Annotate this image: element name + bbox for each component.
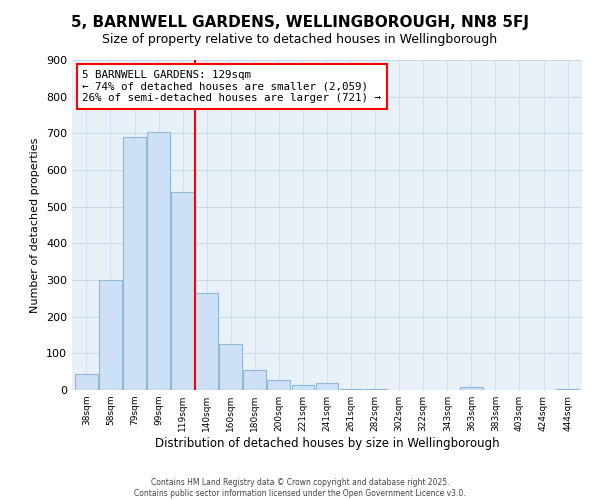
- Y-axis label: Number of detached properties: Number of detached properties: [31, 138, 40, 312]
- Bar: [123, 137, 146, 390]
- Bar: [340, 389, 362, 390]
- X-axis label: Distribution of detached houses by size in Wellingborough: Distribution of detached houses by size …: [155, 437, 499, 450]
- Bar: [460, 387, 483, 390]
- Bar: [99, 280, 122, 390]
- Bar: [292, 384, 314, 390]
- Bar: [316, 384, 338, 390]
- Text: 5 BARNWELL GARDENS: 129sqm
← 74% of detached houses are smaller (2,059)
26% of s: 5 BARNWELL GARDENS: 129sqm ← 74% of deta…: [82, 70, 381, 103]
- Bar: [75, 374, 98, 390]
- Text: Size of property relative to detached houses in Wellingborough: Size of property relative to detached ho…: [103, 32, 497, 46]
- Bar: [244, 370, 266, 390]
- Bar: [220, 344, 242, 390]
- Bar: [268, 380, 290, 390]
- Text: 5, BARNWELL GARDENS, WELLINGBOROUGH, NN8 5FJ: 5, BARNWELL GARDENS, WELLINGBOROUGH, NN8…: [71, 15, 529, 30]
- Bar: [195, 293, 218, 390]
- Text: Contains HM Land Registry data © Crown copyright and database right 2025.
Contai: Contains HM Land Registry data © Crown c…: [134, 478, 466, 498]
- Bar: [171, 192, 194, 390]
- Bar: [147, 132, 170, 390]
